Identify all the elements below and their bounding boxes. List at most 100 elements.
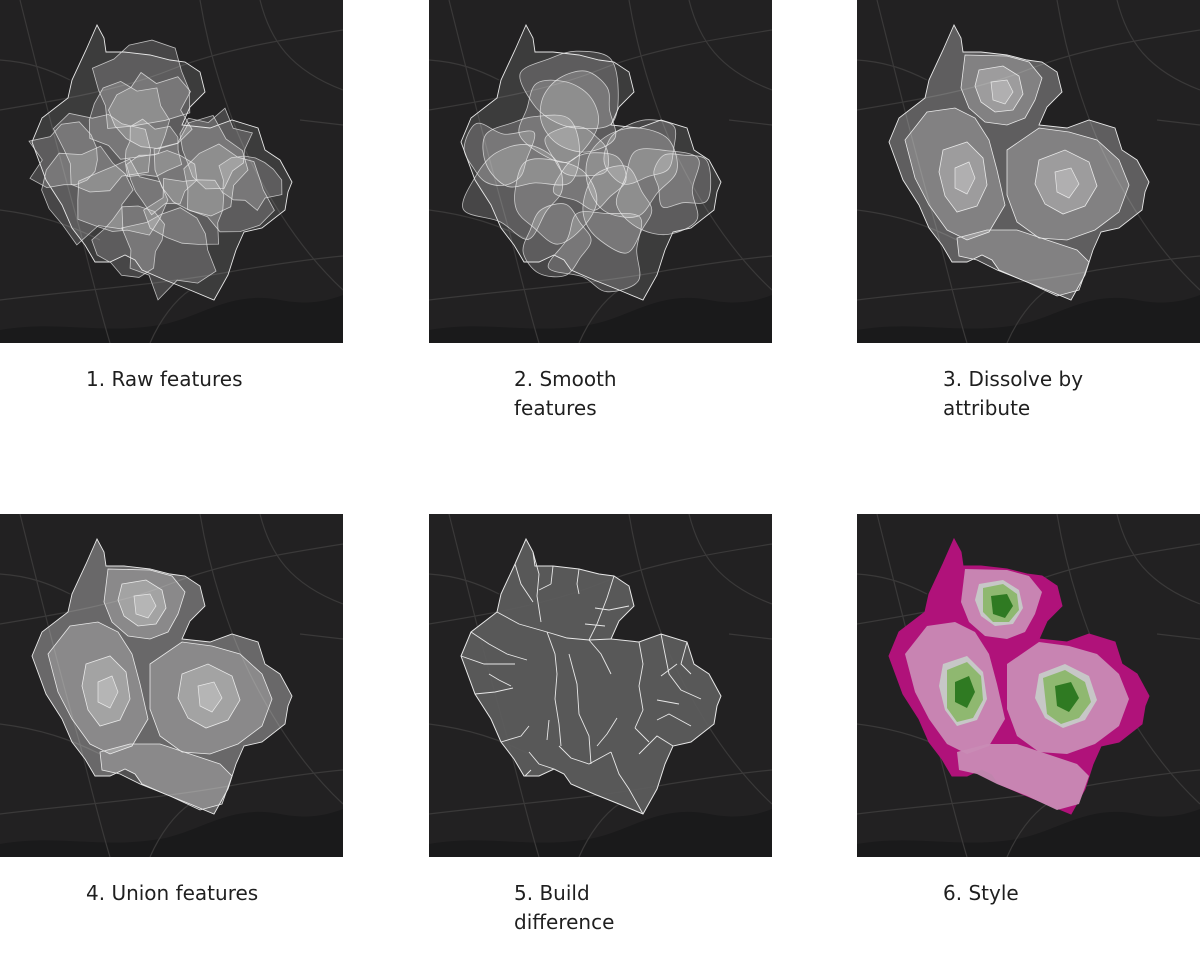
styled-water xyxy=(857,809,1200,857)
union-region-mid-0 xyxy=(103,568,186,640)
union-region-core-2 xyxy=(197,681,223,713)
overlap-outer-extent xyxy=(31,23,293,301)
union-region-mid-3 xyxy=(99,743,233,811)
smooth-feature-14 xyxy=(544,125,609,177)
overlap-road-7 xyxy=(299,119,343,126)
overlap-feature-11 xyxy=(121,207,217,301)
smooth-feature-11 xyxy=(547,211,643,293)
overlap-feature-12 xyxy=(91,205,165,278)
dissolve-road-7 xyxy=(1156,119,1200,126)
styled-road-4 xyxy=(1116,514,1200,605)
overlap-feature-3 xyxy=(52,112,151,193)
map-raw-features xyxy=(0,0,343,343)
smooth-road-8 xyxy=(429,59,500,81)
difference-boundary-9 xyxy=(588,639,612,675)
union-region-mid-2 xyxy=(149,641,273,755)
difference-boundary-19 xyxy=(576,568,580,595)
difference-boundary-6 xyxy=(500,725,530,743)
difference-boundary-25 xyxy=(660,663,678,677)
smooth-road-4 xyxy=(688,0,772,91)
difference-boundary-26 xyxy=(488,673,512,687)
panel-build-difference xyxy=(429,514,772,857)
overlap-road-1 xyxy=(19,0,111,343)
dissolve-road-8 xyxy=(857,59,928,81)
difference-boundary-12 xyxy=(680,641,692,675)
dissolve-road-1 xyxy=(876,0,968,343)
overlap-feature-6 xyxy=(28,121,98,189)
difference-boundary-7 xyxy=(546,631,562,747)
smooth-feature-5 xyxy=(514,158,598,245)
overlap-road-0 xyxy=(0,29,343,111)
union-road-5 xyxy=(0,723,101,755)
difference-boundary-17 xyxy=(528,751,555,770)
union-region-core-1 xyxy=(97,675,119,709)
map-style xyxy=(857,514,1200,857)
styled-road-8 xyxy=(857,573,928,595)
caption-smooth-features: 2. Smooth features xyxy=(514,367,617,420)
overlap-road-6 xyxy=(149,289,191,343)
smooth-feature-1 xyxy=(539,70,617,153)
union-region-outer xyxy=(31,537,293,815)
overlap-feature-5 xyxy=(77,158,169,236)
dissolve-region-core-0 xyxy=(990,79,1014,105)
smooth-feature-0 xyxy=(519,50,619,130)
panel-dissolve-by-attribute xyxy=(857,0,1200,343)
difference-boundary-14 xyxy=(638,735,674,755)
dissolve-road-0 xyxy=(857,29,1200,111)
difference-boundary-1 xyxy=(588,575,615,641)
dissolve-water xyxy=(857,295,1200,343)
overlap-water xyxy=(0,295,343,343)
overlap-feature-8 xyxy=(183,143,275,233)
dissolve-road-5 xyxy=(857,209,958,241)
smooth-water xyxy=(429,295,772,343)
difference-boundary-20 xyxy=(550,565,554,585)
overlap-feature-10 xyxy=(125,150,198,216)
smooth-road-5 xyxy=(429,209,530,241)
dissolve-region-inner-2 xyxy=(1034,149,1098,215)
styled-road-7 xyxy=(1156,633,1200,640)
smooth-road-1 xyxy=(448,0,540,343)
map-smooth-features xyxy=(429,0,772,343)
caption-union-features: 4. Union features xyxy=(86,881,259,905)
overlap-feature-15 xyxy=(218,155,283,211)
overlap-feature-0 xyxy=(91,39,191,129)
map-dissolve-by-attribute xyxy=(857,0,1200,343)
union-road-4 xyxy=(259,514,343,605)
difference-boundary-0 xyxy=(532,551,542,623)
difference-boundary-3 xyxy=(470,631,528,661)
difference-road-8 xyxy=(429,573,500,595)
union-road-0 xyxy=(0,543,343,625)
difference-boundary-2 xyxy=(496,611,612,641)
caption-dissolve-by-attribute: 3. Dissolve by attribute xyxy=(943,367,1084,420)
union-road-7 xyxy=(299,633,343,640)
panel-smooth-features xyxy=(429,0,772,343)
union-region-inner-2 xyxy=(177,663,241,729)
smooth-feature-3 xyxy=(482,114,580,188)
difference-boundary-18 xyxy=(514,563,534,603)
panel-raw-features xyxy=(0,0,343,343)
smooth-road-7 xyxy=(728,119,772,126)
difference-boundary-13 xyxy=(656,713,692,727)
panel-style xyxy=(857,514,1200,857)
smooth-road-3 xyxy=(628,0,772,291)
difference-boundary-4 xyxy=(460,655,515,665)
dissolve-region-mid-2 xyxy=(1006,127,1130,241)
difference-road-6 xyxy=(578,803,620,857)
difference-boundary-11 xyxy=(660,633,702,700)
union-road-8 xyxy=(0,573,71,595)
dissolve-region-mid-3 xyxy=(956,229,1090,297)
smooth-road-6 xyxy=(578,289,620,343)
overlap-road-8 xyxy=(0,59,71,81)
dissolve-region-core-2 xyxy=(1054,167,1080,199)
union-road-1 xyxy=(19,514,111,857)
overlap-road-5 xyxy=(0,209,101,241)
overlap-feature-13 xyxy=(179,107,253,190)
dissolve-region-inner-1 xyxy=(938,141,988,213)
styled-zone-mid-3 xyxy=(957,744,1089,810)
difference-boundary-23 xyxy=(538,583,552,591)
dissolve-road-6 xyxy=(1006,289,1048,343)
difference-water xyxy=(429,809,772,857)
styled-zone-green-dark-1 xyxy=(955,676,975,708)
difference-boundary-27 xyxy=(546,719,550,741)
union-region-inner-1 xyxy=(81,655,131,727)
